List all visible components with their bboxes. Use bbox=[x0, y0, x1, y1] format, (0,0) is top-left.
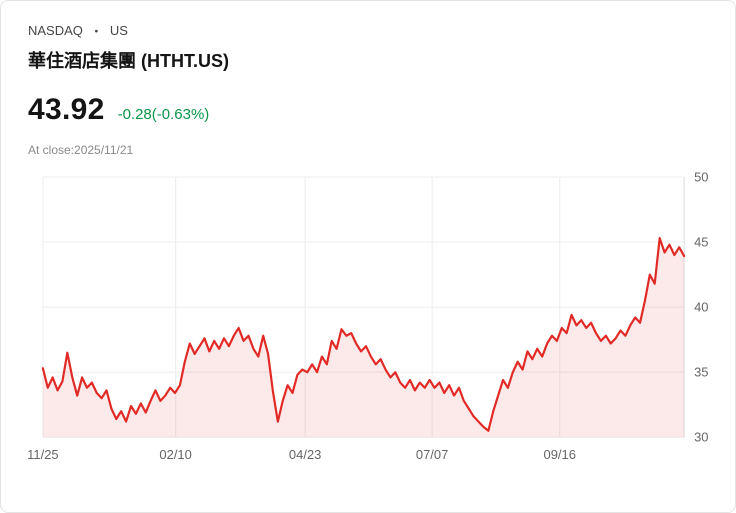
exchange-region: US bbox=[109, 23, 128, 38]
y-axis-tick-label: 30 bbox=[694, 430, 708, 445]
y-axis-tick-label: 45 bbox=[694, 235, 708, 250]
x-axis-tick-label: 11/25 bbox=[27, 447, 58, 462]
price-area-fill bbox=[42, 238, 685, 438]
x-axis-tick-label: 07/07 bbox=[416, 447, 448, 462]
exchange-info: NASDAQ ・ US bbox=[28, 21, 708, 40]
price-chart[interactable]: 30 35 40 45 50 11/25 02/10 04/23 07/07 09/16 bbox=[1, 165, 735, 476]
price-row: 43.92 -0.28(-0.63%) bbox=[28, 93, 708, 127]
price-change: -0.28(-0.63%) bbox=[117, 106, 210, 123]
y-axis-tick-label: 50 bbox=[694, 169, 708, 184]
x-axis-tick-label: 04/23 bbox=[289, 447, 321, 462]
price-line bbox=[41, 237, 686, 432]
price-chart-svg[interactable]: 30 35 40 45 50 11/25 02/10 04/23 07/07 09/16 bbox=[1, 165, 735, 476]
stock-title: 華住酒店集團 (HTHT.US) bbox=[28, 51, 229, 71]
x-axis-tick-label: 02/10 bbox=[159, 447, 191, 462]
y-axis-tick-label: 35 bbox=[694, 365, 708, 380]
exchange-name: NASDAQ bbox=[28, 23, 83, 38]
y-axis-tick-label: 40 bbox=[694, 300, 708, 315]
quote-header: NASDAQ ・ US 華住酒店集團 (HTHT.US) 43.92 -0.28… bbox=[1, 1, 735, 157]
x-axis-tick-label: 09/16 bbox=[544, 447, 576, 462]
exchange-separator-dot: ・ bbox=[89, 24, 103, 39]
as-of-label: At close:2025/11/21 bbox=[28, 143, 134, 157]
last-price: 43.92 bbox=[28, 93, 105, 126]
